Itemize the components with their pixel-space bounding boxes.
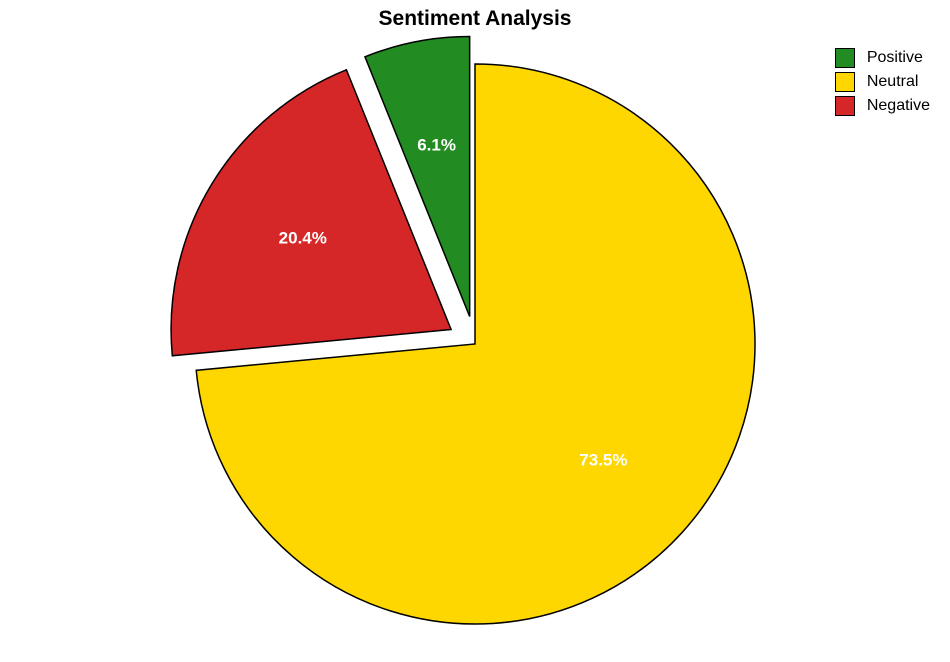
legend-label-negative: Negative — [867, 97, 930, 115]
legend-swatch-neutral — [835, 72, 855, 92]
pie-slice-label-positive: 6.1% — [417, 136, 456, 155]
legend-swatch-positive — [835, 48, 855, 68]
legend-item-negative: Negative — [835, 96, 930, 116]
pie-slice-label-neutral: 73.5% — [579, 450, 627, 469]
legend: Positive Neutral Negative — [835, 48, 930, 120]
legend-label-neutral: Neutral — [867, 73, 919, 91]
legend-label-positive: Positive — [867, 49, 923, 67]
legend-item-neutral: Neutral — [835, 72, 930, 92]
legend-swatch-negative — [835, 96, 855, 116]
pie-chart-svg: 73.5% 20.4% 6.1% — [0, 0, 950, 662]
legend-item-positive: Positive — [835, 48, 930, 68]
pie-slice-label-negative: 20.4% — [279, 229, 327, 248]
chart-container: Sentiment Analysis 73.5%20.4%6.1% Positi… — [0, 0, 950, 662]
